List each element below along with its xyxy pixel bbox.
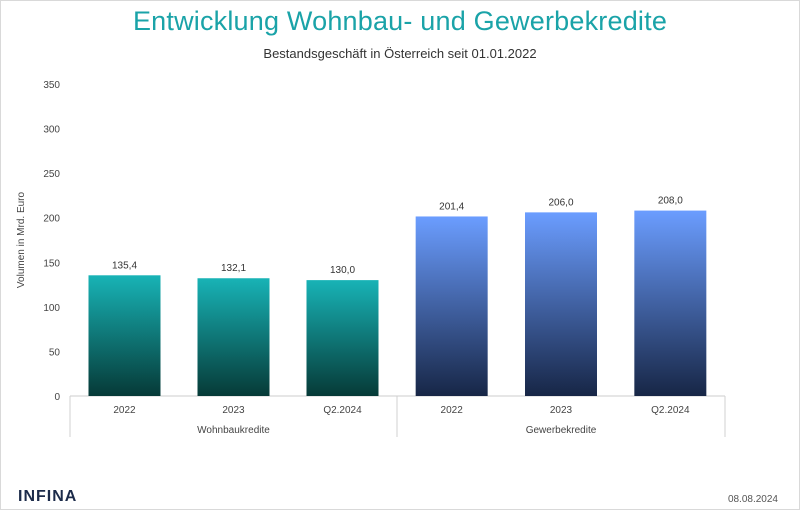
chart-title: Entwicklung Wohnbau- und Gewerbekredite: [132, 6, 668, 36]
footer-date: 08.08.2024: [727, 494, 778, 505]
infina-logo: INFINA: [18, 488, 78, 505]
bar: [634, 210, 707, 396]
y-tick-label: 300: [43, 125, 60, 136]
group-label: Gewerbekredite: [526, 425, 597, 436]
y-tick-label: 50: [49, 347, 61, 358]
y-tick-label: 150: [43, 258, 60, 269]
x-tick-label: Q2.2024: [323, 405, 362, 416]
x-tick-label: 2023: [222, 405, 245, 416]
x-tick-label: Q2.2024: [651, 405, 690, 416]
data-label: 135,4: [112, 260, 137, 271]
y-tick-label: 200: [43, 214, 60, 225]
y-tick-label: 350: [43, 80, 60, 91]
bar: [88, 275, 161, 396]
data-label: 201,4: [439, 201, 464, 212]
y-tick-label: 0: [54, 392, 60, 403]
bar: [306, 280, 379, 396]
x-tick-label: 2023: [550, 405, 573, 416]
y-tick-label: 250: [43, 169, 60, 180]
group-label: Wohnbaukredite: [197, 425, 270, 436]
data-label: 208,0: [658, 196, 683, 207]
x-tick-label: 2022: [441, 405, 464, 416]
y-axis-label: Volumen in Mrd. Euro: [16, 191, 27, 288]
bar: [197, 278, 270, 396]
y-tick-label: 100: [43, 303, 60, 314]
data-label: 130,0: [330, 265, 355, 276]
data-label: 132,1: [221, 263, 246, 274]
data-label: 206,0: [548, 197, 573, 208]
bar: [415, 216, 488, 396]
bar: [525, 212, 597, 396]
chart-subtitle: Bestandsgeschäft in Österreich seit 01.0…: [263, 46, 537, 61]
x-tick-label: 2022: [113, 405, 136, 416]
